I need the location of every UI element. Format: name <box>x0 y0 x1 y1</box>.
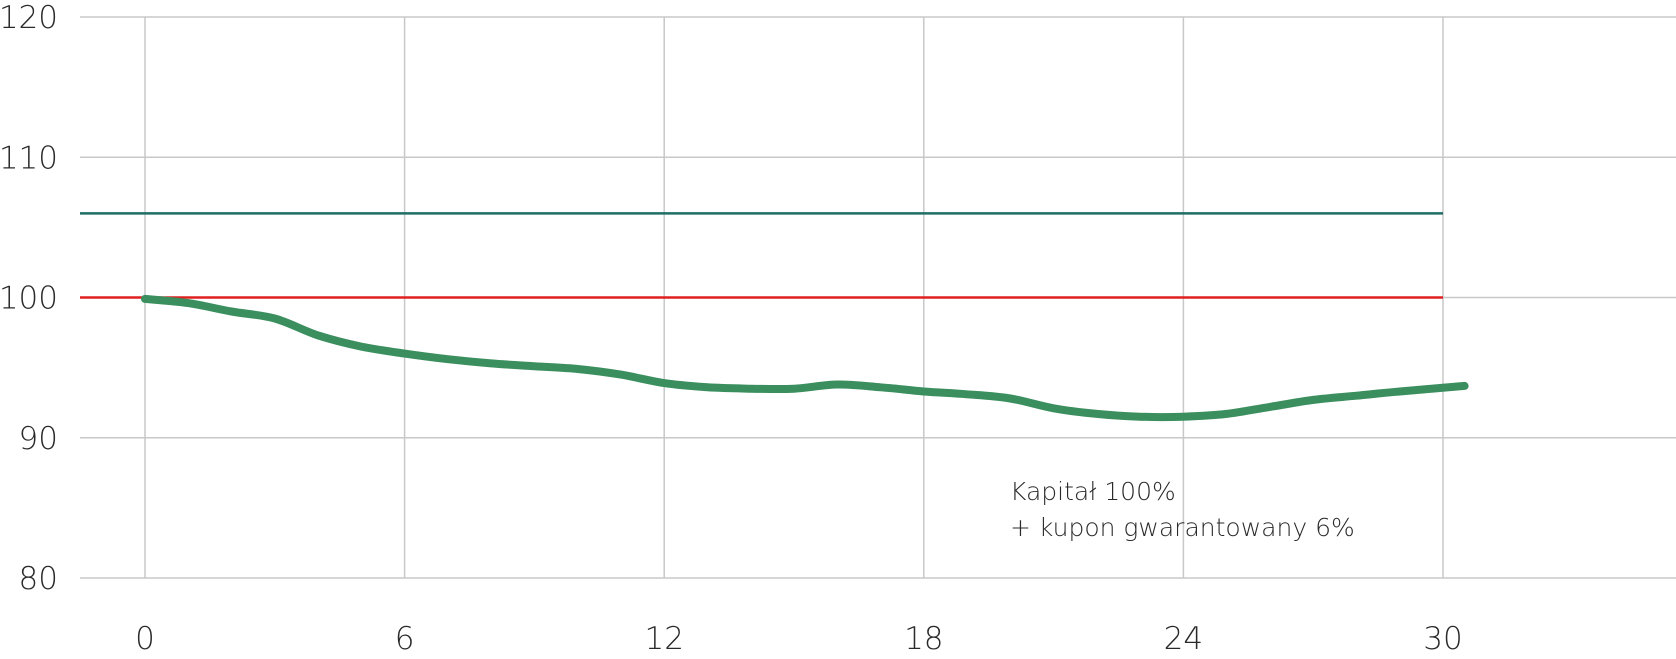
y-tick-label: 110 <box>0 140 58 176</box>
y-tick-label: 100 <box>0 281 58 317</box>
y-tick-label: 80 <box>19 561 58 597</box>
reference-lines <box>80 212 1443 299</box>
x-tick-label: 30 <box>1423 621 1462 657</box>
x-tick-label: 0 <box>135 621 155 657</box>
x-tick-label: 24 <box>1164 621 1203 657</box>
tick-labels: 80 90 100 110 120 0 6 12 18 24 30 <box>0 0 1463 657</box>
x-tick-label: 6 <box>395 621 415 657</box>
y-tick-label: 120 <box>0 0 58 36</box>
series-layer <box>141 294 1469 422</box>
annotation: Kapitał 100% + kupon gwarantowany 6% <box>1010 477 1355 542</box>
annotation-line-2: + kupon gwarantowany 6% <box>1010 513 1355 542</box>
annotation-line-1: Kapitał 100% <box>1010 477 1176 506</box>
x-tick-label: 18 <box>904 621 943 657</box>
x-tick-label: 12 <box>644 621 683 657</box>
series-line <box>141 294 1469 422</box>
y-tick-label: 90 <box>19 421 58 457</box>
